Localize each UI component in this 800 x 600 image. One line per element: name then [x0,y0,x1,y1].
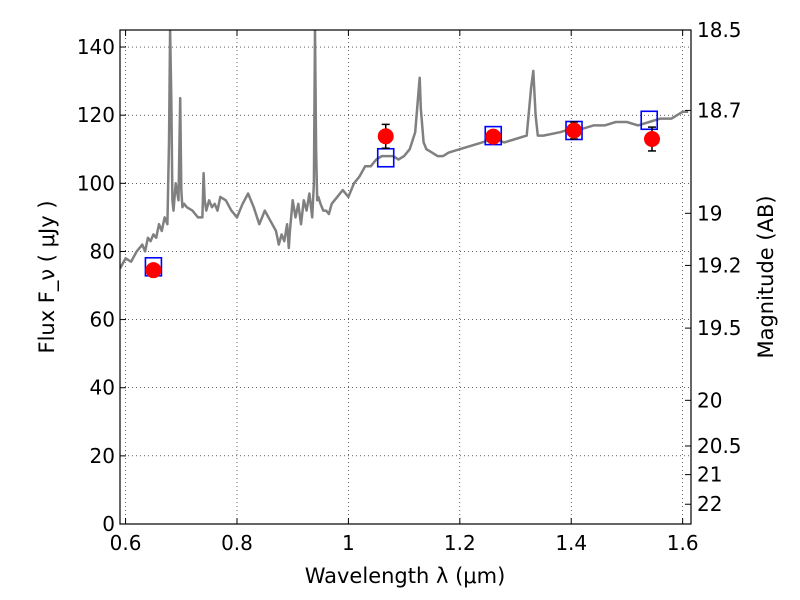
marker-layer [144,110,661,279]
y-tick-label: 100 [77,171,115,195]
mag-tick-label: 20.5 [697,434,742,458]
grid-lines [120,30,691,525]
x-tick-label: 1 [342,531,355,555]
spectrum-line [120,30,689,270]
mag-tick-label: 18.5 [697,18,742,42]
mag-tick-label: 19 [697,201,722,225]
model-photometry-point [640,110,659,131]
y-tick-label: 140 [77,35,115,59]
y-tick-label: 20 [90,444,115,468]
x-axis-label: Wavelength λ (μm) [305,564,506,588]
x-tick-label: 1.2 [444,531,476,555]
data-layer [120,30,689,270]
plot-frame [119,29,692,525]
mag-tick-label: 21 [697,463,722,487]
x-tick-label: 1.4 [555,531,587,555]
x-tick-label: 0.6 [110,531,142,555]
mag-tick-label: 19.5 [697,316,742,340]
mag-tick-label: 18.7 [697,98,742,122]
observed-photometry-point [566,122,583,139]
y-tick-label: 120 [77,103,115,127]
mag-tick-label: 19.2 [697,253,742,277]
y2-axis-label: Magnitude (AB) [754,195,778,358]
y-axis-label: Flux F_ν ( μJy ) [35,200,60,353]
observed-photometry-point [377,128,394,145]
y-tick-label: 80 [90,239,115,263]
mag-tick-label: 20 [697,388,722,412]
y-tick-label: 60 [90,308,115,332]
observed-photometry-point [145,262,162,279]
y-tick-label: 0 [102,512,115,536]
mag-tick-label: 22 [697,492,722,516]
x-tick-label: 1.6 [667,531,699,555]
observed-photometry-point [644,131,661,148]
y-tick-label: 40 [90,376,115,400]
observed-photometry-point [485,128,502,145]
tick-layer: 0.6 0.8 1 1.2 1.4 1.6 0 20 40 60 80 100 120 140 18.5 18… [77,18,742,555]
x-tick-label: 0.8 [221,531,253,555]
